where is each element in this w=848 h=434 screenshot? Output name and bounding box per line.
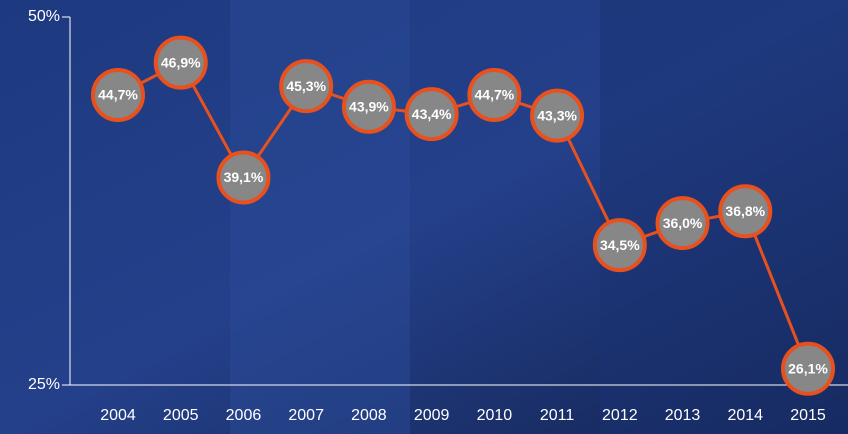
- x-tick-label: 2009: [414, 407, 450, 424]
- x-tick-label: 2005: [163, 407, 199, 424]
- value-label: 44,7%: [475, 87, 515, 103]
- point: [467, 68, 522, 123]
- value-label: 36,8%: [725, 203, 765, 219]
- value-label: 45,3%: [286, 78, 326, 94]
- value-label: 46,9%: [161, 54, 201, 70]
- x-tick-label: 2006: [226, 407, 262, 424]
- point: [655, 196, 710, 251]
- point: [91, 68, 145, 123]
- point: [341, 79, 396, 134]
- x-tick-label: 2007: [288, 407, 324, 424]
- value-label: 34,5%: [600, 237, 640, 253]
- x-tick-label: 2015: [790, 407, 826, 424]
- x-tick-label: 2004: [100, 407, 136, 424]
- plot: 25% 50% 2004 2005 2006 2007 2008 2009 2010 2011 20…: [28, 8, 848, 424]
- point: [216, 150, 271, 205]
- point: [279, 59, 334, 114]
- x-tick-label: 2013: [665, 407, 701, 424]
- y-tick-label: 25%: [28, 376, 60, 393]
- point: [530, 88, 585, 143]
- point: [153, 35, 208, 90]
- x-tick-label: 2011: [540, 407, 575, 424]
- point: [718, 184, 773, 239]
- point: [404, 87, 459, 142]
- value-label: 26,1%: [788, 361, 828, 377]
- x-tick-label: 2012: [602, 407, 638, 424]
- value-label: 43,4%: [412, 106, 452, 122]
- point: [781, 341, 835, 396]
- value-label: 36,0%: [663, 215, 703, 231]
- y-tick-label: 50%: [28, 8, 60, 25]
- x-tick-label: 2008: [351, 407, 387, 424]
- point: [592, 218, 647, 273]
- value-label: 39,1%: [224, 169, 264, 185]
- value-label: 43,3%: [537, 107, 577, 123]
- x-tick-label: 2014: [727, 407, 763, 424]
- x-tick-label: 2010: [477, 407, 513, 424]
- value-label: 44,7%: [98, 87, 138, 103]
- value-label: 43,9%: [349, 98, 389, 114]
